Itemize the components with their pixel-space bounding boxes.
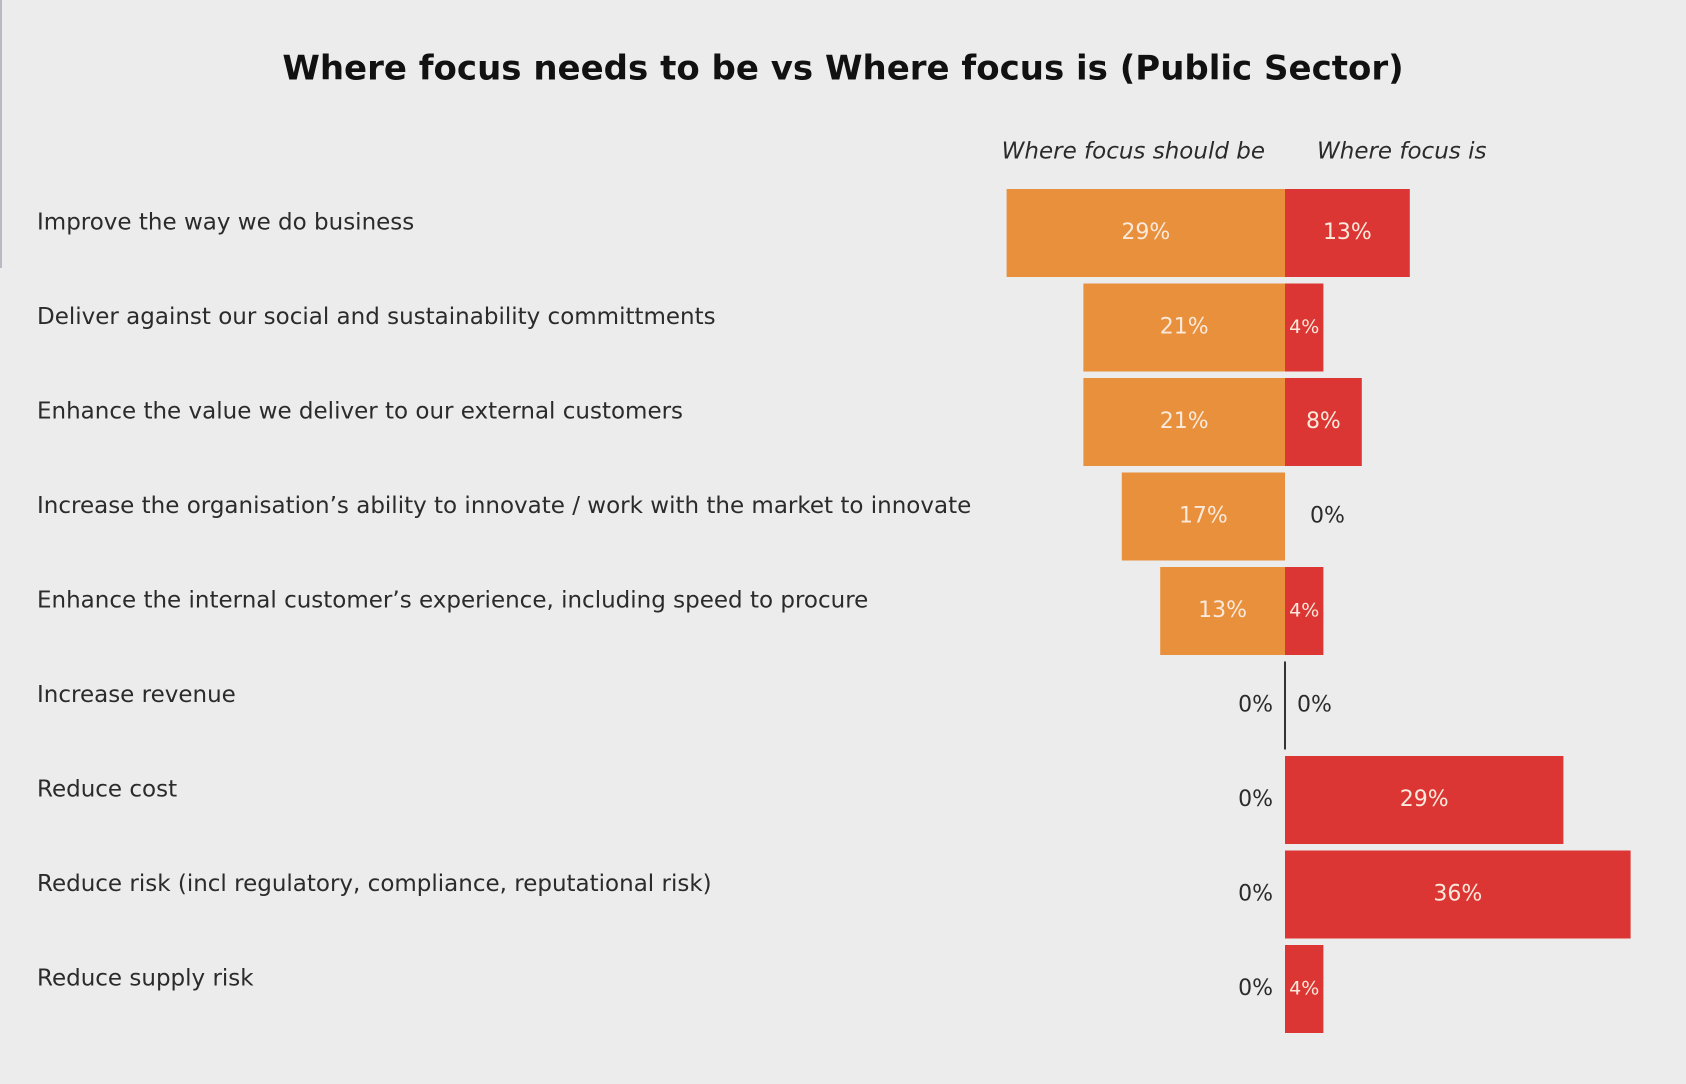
bar-is (1285, 945, 1324, 1033)
category-label: Improve the way we do business (37, 210, 414, 236)
data-label-should-be: 21% (1160, 409, 1209, 434)
data-label-should-be: 13% (1198, 598, 1247, 623)
category-label: Reduce risk (incl regulatory, compliance… (37, 871, 712, 897)
data-label-is: 29% (1400, 787, 1449, 812)
bar-should-be (1006, 189, 1285, 277)
data-label-should-be: 0% (1238, 787, 1273, 812)
data-label-should-be: 0% (1238, 976, 1273, 1001)
bar-is (1285, 756, 1564, 844)
bar-is (1285, 567, 1324, 655)
category-label: Reduce supply risk (37, 966, 254, 992)
data-label-is: 0% (1310, 504, 1345, 529)
left-edge-divider (0, 0, 2, 268)
data-label-should-be: 0% (1238, 882, 1273, 907)
category-label: Deliver against our social and sustainab… (37, 304, 716, 330)
data-label-is: 4% (1289, 316, 1319, 338)
category-label: Enhance the internal customer’s experien… (37, 588, 868, 614)
data-label-is: 13% (1323, 220, 1372, 245)
series-header-is: Where focus is (1317, 139, 1486, 165)
category-label: Increase revenue (37, 682, 236, 708)
bar-should-be (1083, 378, 1285, 466)
series-header-should-be: Where focus should be (1002, 139, 1265, 165)
data-label-is: 8% (1306, 409, 1341, 434)
data-label-is: 0% (1297, 693, 1332, 718)
chart-title: Where focus needs to be vs Where focus i… (282, 49, 1403, 89)
bar-is (1285, 850, 1631, 939)
data-label-is: 4% (1289, 600, 1319, 622)
data-label-is: 36% (1433, 882, 1482, 907)
category-label: Reduce cost (37, 777, 177, 803)
data-label-should-be: 0% (1238, 693, 1273, 718)
data-label-should-be: 17% (1179, 504, 1228, 529)
bar-is (1285, 378, 1362, 466)
bar-should-be (1121, 472, 1285, 561)
data-label-is: 4% (1289, 978, 1319, 1000)
category-label: Enhance the value we deliver to our exte… (37, 399, 683, 425)
bar-should-be (1160, 567, 1285, 655)
bar-should-be (1083, 283, 1285, 372)
category-label: Increase the organisation’s ability to i… (37, 493, 971, 519)
bar-is (1285, 283, 1324, 372)
bar-is (1285, 189, 1410, 277)
data-label-should-be: 21% (1160, 315, 1209, 340)
data-label-should-be: 29% (1121, 220, 1170, 245)
